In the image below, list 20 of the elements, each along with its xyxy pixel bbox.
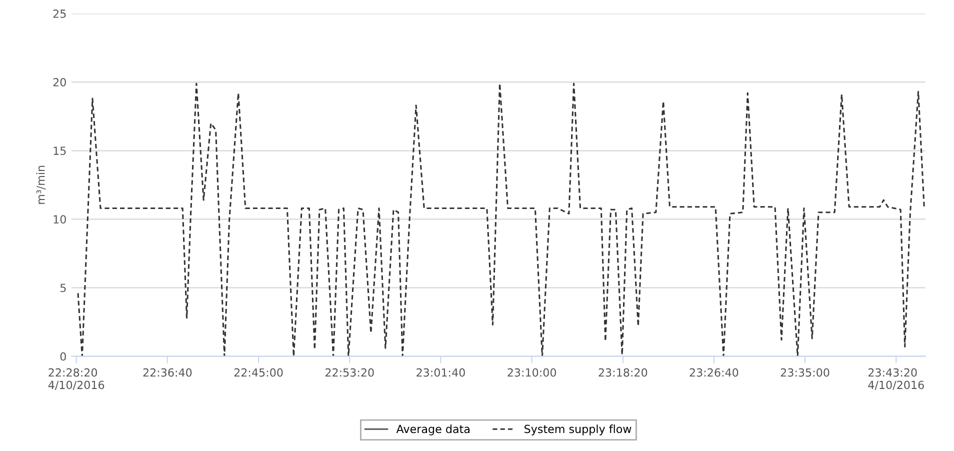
x-tick-label: 23:43:20 4/10/2016 [868, 368, 924, 390]
x-tick-label: 22:53:20 [325, 368, 374, 377]
x-tick-label: 23:35:00 [780, 368, 830, 377]
y-tick-label: 15 [54, 146, 66, 156]
y-tick-label: 25 [53, 10, 66, 18]
x-tick-label: 23:10:00 [508, 368, 556, 377]
y-tick-label: 10 [54, 215, 66, 224]
legend-label: System supply flow [524, 424, 632, 436]
x-tick-label: 22:28:20 4/10/2016 [48, 368, 104, 390]
y-tick-label: 0 [60, 352, 66, 361]
x-tick-label: 23:18:20 [598, 368, 648, 377]
legend-label: Average data [396, 424, 470, 436]
y-axis-title: m³/min [36, 166, 46, 204]
y-tick-label: 5 [60, 284, 66, 292]
y-tick-label: 20 [53, 78, 66, 86]
x-tick-label: 23:26:40 [690, 368, 738, 377]
x-tick-label: 22:36:40 [143, 368, 192, 377]
line-series [77, 82, 925, 356]
x-tick-label: 22:45:00 [234, 368, 283, 377]
x-tick-label: 23:01:40 [416, 368, 465, 377]
